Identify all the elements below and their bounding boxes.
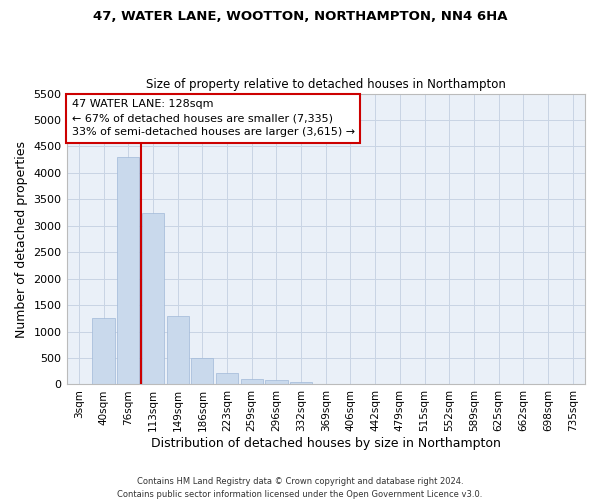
X-axis label: Distribution of detached houses by size in Northampton: Distribution of detached houses by size … xyxy=(151,437,501,450)
Text: 47, WATER LANE, WOOTTON, NORTHAMPTON, NN4 6HA: 47, WATER LANE, WOOTTON, NORTHAMPTON, NN… xyxy=(93,10,507,23)
Bar xyxy=(265,380,287,384)
Bar xyxy=(290,382,312,384)
Title: Size of property relative to detached houses in Northampton: Size of property relative to detached ho… xyxy=(146,78,506,91)
Bar xyxy=(216,372,238,384)
Bar xyxy=(92,318,115,384)
Bar xyxy=(142,212,164,384)
Y-axis label: Number of detached properties: Number of detached properties xyxy=(15,140,28,338)
Bar xyxy=(241,379,263,384)
Bar xyxy=(191,358,214,384)
Bar xyxy=(117,157,139,384)
Text: 47 WATER LANE: 128sqm
← 67% of detached houses are smaller (7,335)
33% of semi-d: 47 WATER LANE: 128sqm ← 67% of detached … xyxy=(72,100,355,138)
Text: Contains HM Land Registry data © Crown copyright and database right 2024.
Contai: Contains HM Land Registry data © Crown c… xyxy=(118,478,482,499)
Bar xyxy=(167,316,189,384)
